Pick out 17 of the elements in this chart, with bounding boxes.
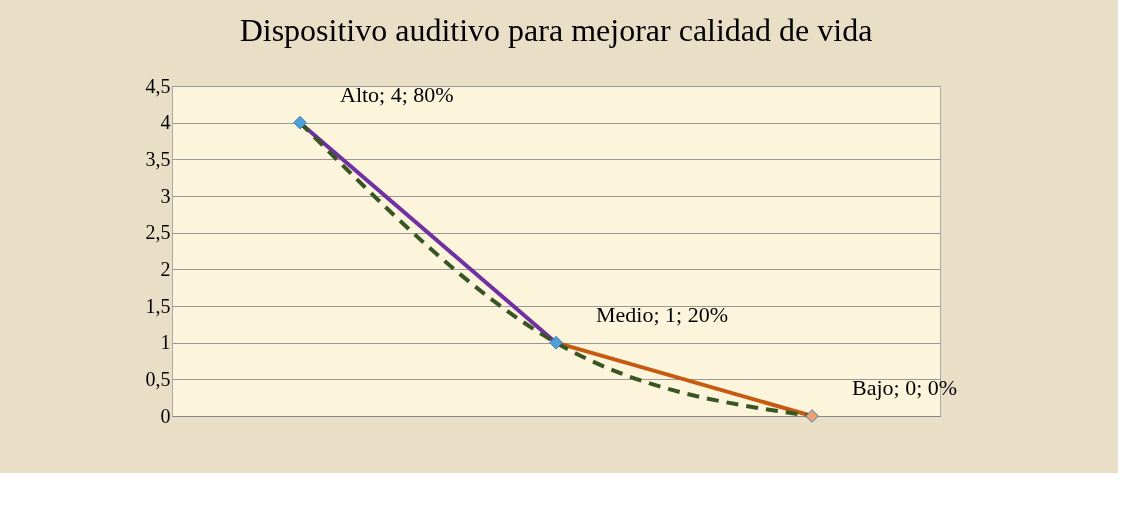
y-tick-label: 1,5 (145, 294, 171, 317)
data-label: Medio; 1; 20% (596, 301, 728, 327)
data-label: Bajo; 0; 0% (852, 375, 958, 400)
y-tick-label: 4 (160, 111, 171, 134)
y-tick-label: 0 (160, 404, 171, 427)
point (293, 115, 307, 130)
point (805, 409, 819, 423)
y-tick-label: 2,5 (145, 221, 171, 244)
y-tick-label: 3 (160, 184, 171, 207)
chart-title: Dispositivo auditivo para mejorar calidad de vida (239, 12, 873, 48)
y-tick-label: 3,5 (145, 147, 171, 170)
data-label: Alto; 4; 80% (340, 81, 454, 107)
point (549, 335, 563, 350)
y-tick-label: 2 (160, 257, 171, 280)
y-tick-label: 0,5 (145, 367, 171, 390)
y-tick-label: 1 (160, 331, 171, 354)
y-tick-label: 4,5 (145, 74, 171, 97)
